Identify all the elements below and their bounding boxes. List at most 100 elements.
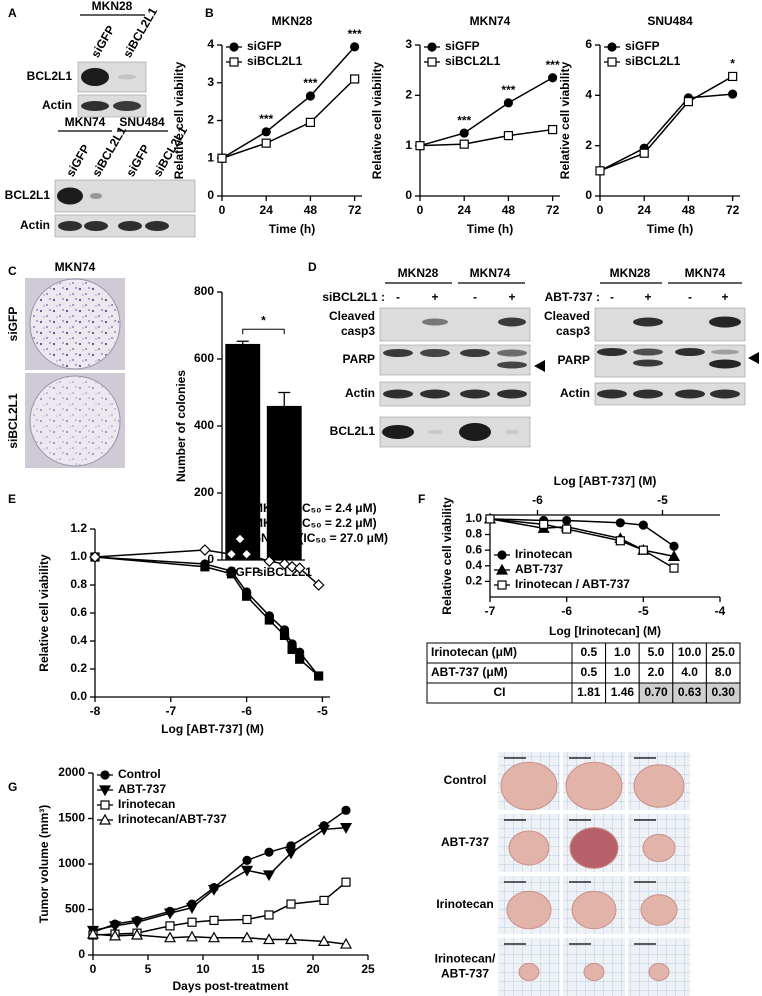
table-text: 8.0 [715, 665, 732, 679]
row-label: siBCL2L1 [6, 393, 20, 449]
legend-ic50: (IC₅₀ = 2.2 μM) [295, 516, 377, 530]
row-label: Irinotecan [436, 897, 493, 911]
table-text: 1.0 [614, 665, 631, 679]
y-axis-label: Relative cell viability [440, 497, 454, 615]
y-axis-label: Number of colonies [174, 370, 188, 482]
data-point [284, 848, 298, 860]
data-point [130, 917, 144, 929]
blot-band [497, 389, 527, 399]
tumor [571, 890, 617, 930]
legend-marker [607, 42, 617, 52]
table-text: 1.46 [611, 685, 635, 699]
arrowhead [534, 360, 545, 372]
table-text: ABT-737 (μM) [431, 665, 508, 679]
data-point [264, 611, 274, 621]
cell-line-label: MKN28 [398, 266, 439, 280]
legend-marker [495, 563, 509, 575]
annotation: *** [303, 76, 317, 90]
data-point [305, 117, 316, 127]
chart-title: MKN28 [272, 14, 313, 28]
panel-label: F [418, 492, 425, 506]
blot-band [81, 101, 109, 111]
y-tick-label: 600 [194, 351, 214, 365]
legend-ic50: (IC₅₀ = 27.0 μM) [299, 531, 388, 545]
tumor [565, 761, 623, 811]
data-point [350, 74, 360, 84]
data-point [312, 579, 325, 591]
tumor [640, 894, 678, 926]
data-point [317, 935, 331, 946]
data-point [240, 548, 253, 561]
x-tick-label: 24 [458, 203, 472, 217]
blot-band [118, 221, 142, 231]
data-point [341, 877, 351, 887]
data-point [339, 937, 353, 949]
annotation: *** [501, 83, 515, 97]
lane-label: siGFP [123, 142, 152, 179]
legend-label: siBCL2L1 [247, 54, 303, 68]
x-tick-label: -6 [241, 704, 252, 718]
data-point [279, 625, 290, 635]
y-tick-label: 0 [405, 188, 412, 202]
arrowhead [748, 352, 759, 364]
blot-band [428, 430, 442, 434]
bar [266, 405, 302, 560]
data-point [262, 870, 276, 882]
series-line [599, 75, 734, 172]
data-point [639, 148, 649, 158]
table-text: 25.0 [712, 645, 736, 659]
blot-band [460, 349, 490, 357]
x-tick-label: -6 [561, 604, 572, 618]
y-tick-label: 0.6 [465, 542, 482, 556]
blot-band [498, 317, 526, 327]
data-point [638, 520, 648, 530]
data-point [683, 97, 694, 107]
row-label: casp3 [341, 324, 375, 338]
x-axis-label: Time (h) [269, 222, 315, 236]
blot-band [420, 389, 450, 399]
data-point [350, 42, 360, 52]
blot-band [118, 74, 136, 80]
blot-band [709, 316, 741, 328]
blot-band [382, 425, 414, 439]
tumor [500, 761, 558, 811]
y-tick-label: 4 [207, 37, 214, 51]
data-point [503, 131, 514, 141]
row-label: PARP [558, 353, 590, 367]
y-tick-label: 0 [207, 188, 214, 202]
y-tick-label: 1500 [58, 811, 85, 825]
legend-label: ABT-737 [118, 782, 166, 796]
lane-label: - [396, 290, 400, 304]
data-point [503, 98, 514, 108]
legend-label: siBCL2L1 [625, 54, 681, 68]
series-line [599, 93, 733, 172]
row-label: siGFP [6, 307, 20, 342]
row-label: BCL2L1 [27, 69, 73, 83]
tumor [508, 830, 550, 866]
data-point [185, 930, 199, 942]
data-point [242, 855, 252, 865]
data-point [86, 927, 100, 939]
colonies [31, 377, 119, 465]
legend-marker [234, 533, 246, 545]
data-point [108, 921, 122, 933]
blot-strip [594, 382, 746, 406]
tumor [569, 827, 619, 869]
blot-band [633, 348, 663, 356]
blot-band [675, 348, 705, 356]
x2-tick-label: -6 [532, 493, 543, 507]
chart-title: SNU484 [647, 14, 693, 28]
data-point [163, 931, 177, 943]
data-point [459, 128, 469, 138]
table-cell [705, 682, 741, 704]
data-point [415, 141, 425, 151]
blot-band [497, 349, 527, 357]
x-tick-label: 48 [304, 203, 318, 217]
legend-marker [427, 57, 437, 67]
y-tick-label: 1.0 [70, 549, 87, 563]
data-point [200, 559, 210, 569]
blot-band [675, 389, 705, 399]
data-point [728, 71, 738, 82]
data-point [226, 566, 237, 576]
